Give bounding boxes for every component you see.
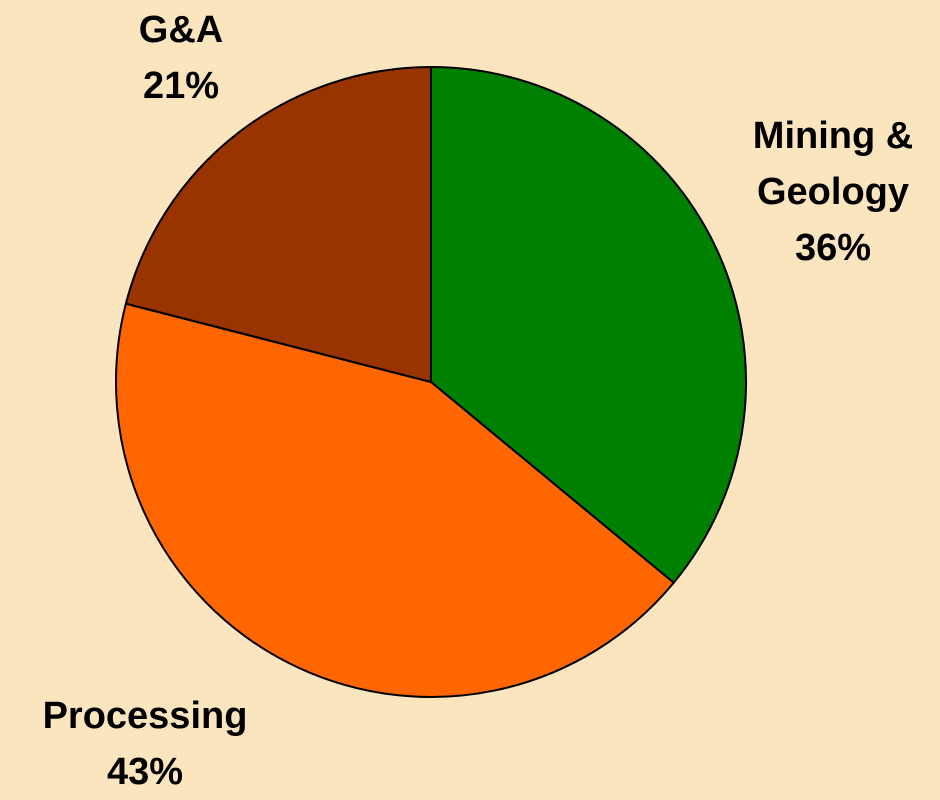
- category-name: G&A: [138, 9, 224, 51]
- pie-slice: [124, 65, 432, 384]
- category-name: Mining & Geology: [752, 115, 914, 213]
- pie-slice: [115, 302, 676, 698]
- value-label: 43%: [106, 751, 184, 793]
- slice-label: G&A 21%: [76, 2, 286, 114]
- pie-slice: [430, 65, 748, 585]
- value-label: 21%: [142, 65, 220, 107]
- value-label: 36%: [794, 227, 872, 269]
- slice-label: Processing 43%: [0, 688, 290, 800]
- slice-label: Mining & Geology 36%: [728, 108, 938, 276]
- category-name: Processing: [42, 695, 248, 737]
